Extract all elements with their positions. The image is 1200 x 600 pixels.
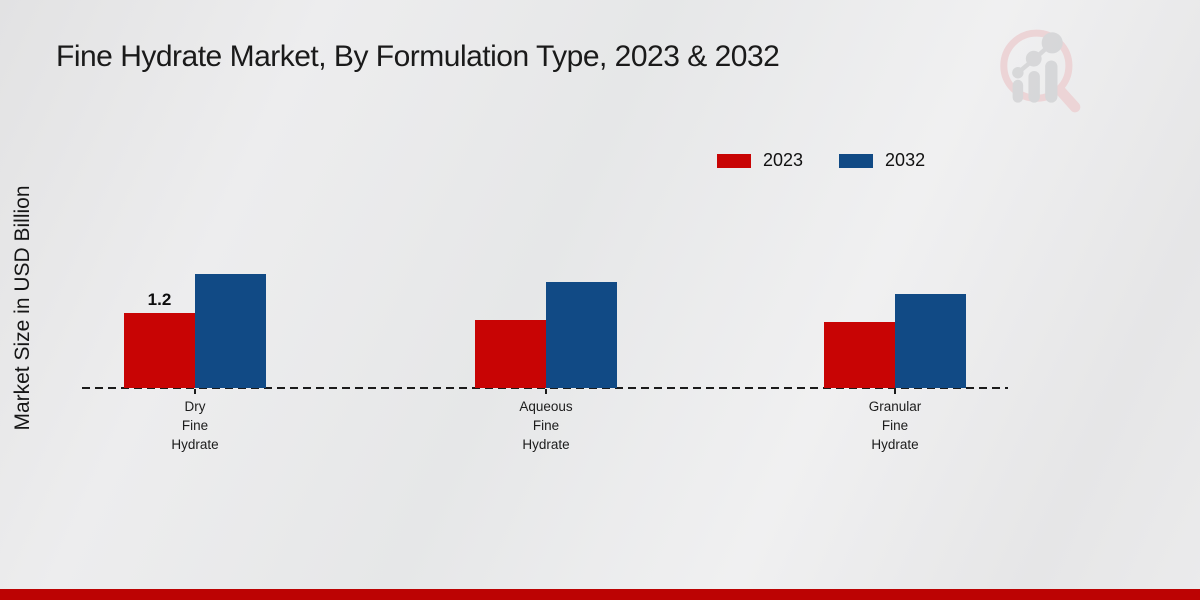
bar-2032-dry-fine-hydrate [195,274,266,388]
bar-2032-granular-fine-hydrate [895,294,966,388]
chart-title: Fine Hydrate Market, By Formulation Type… [56,40,780,73]
x-axis-label-granular-fine-hydrate: Granular Fine Hydrate [868,399,922,452]
x-axis-label-dry-fine-hydrate: Dry Fine Hydrate [171,399,219,452]
bar-value-label: 1.2 [147,290,172,309]
x-axis-tick [894,389,896,394]
footer-bar [0,589,1200,600]
legend-label-2032: 2032 [885,150,926,170]
x-axis-tick [545,389,547,394]
legend-swatch-2023 [717,153,751,168]
magnifier-bar-chart-watermark-icon [1000,29,1081,113]
x-axis-label-aqueous-fine-hydrate: Aqueous Fine Hydrate [519,399,573,452]
legend-item-2032: 2032 [839,150,925,171]
bar-2023-dry-fine-hydrate [124,313,195,388]
x-axis-tick [194,389,196,394]
legend-item-2023: 2023 [717,150,803,171]
bar-2032-aqueous-fine-hydrate [546,282,617,388]
legend-label-2023: 2023 [763,150,804,170]
x-axis-baseline [82,387,1008,389]
plot-area: Dry Fine Hydrate Aqueous Fine Hydrate Granular… [82,200,1008,452]
bar-2023-aqueous-fine-hydrate [475,320,546,388]
legend: 2023 2032 [717,150,925,171]
bar-2023-granular-fine-hydrate [824,322,895,388]
y-axis-label: Market Size in USD Billion [11,185,34,431]
legend-swatch-2032 [839,153,874,168]
